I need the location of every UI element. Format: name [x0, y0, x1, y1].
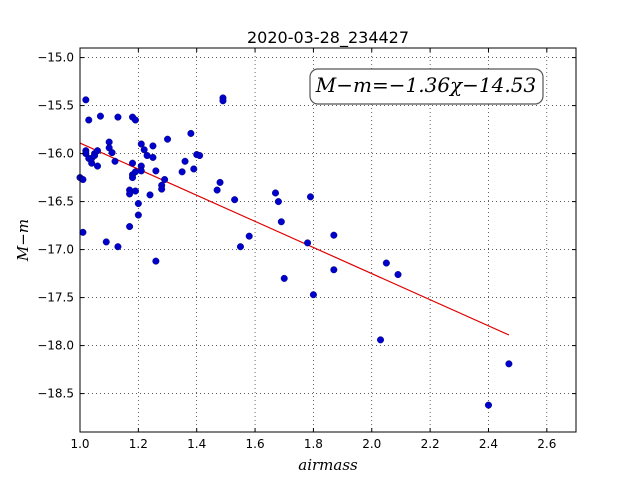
grid-lines [79, 48, 576, 432]
y-axis-label: M−m [14, 219, 32, 262]
data-point [161, 176, 169, 184]
data-point [149, 153, 157, 161]
data-point [129, 159, 137, 167]
data-point [181, 157, 189, 165]
plot-area [80, 48, 576, 432]
data-point [164, 135, 172, 143]
fit-line-group [79, 142, 510, 336]
x-tick-label: 2.0 [362, 437, 381, 451]
data-point [280, 274, 288, 282]
data-point [152, 167, 160, 175]
data-point [274, 198, 282, 206]
x-tick-label: 1.2 [129, 437, 148, 451]
data-point [236, 243, 244, 251]
y-tick-label: −17.0 [37, 243, 74, 257]
data-point [143, 152, 151, 160]
y-axis-ticks: −15.0 −15.5 −16.0 −16.5 −17.0 −17.5 −18.0 −18.5 [37, 51, 576, 401]
data-point [377, 336, 385, 344]
data-point [85, 116, 93, 124]
data-point [140, 146, 148, 154]
data-point [108, 149, 116, 157]
data-point [178, 168, 186, 176]
data-point [114, 113, 122, 121]
data-point [82, 96, 90, 104]
x-tick-label: 2.4 [479, 437, 498, 451]
x-tick-label: 1.4 [187, 437, 206, 451]
data-point [114, 243, 122, 251]
data-point [231, 196, 239, 204]
data-point [152, 257, 160, 265]
x-axis-label: airmass [298, 456, 358, 474]
y-tick-label: −18.0 [37, 339, 74, 353]
data-point [126, 223, 134, 231]
data-point [79, 176, 87, 184]
data-point [96, 112, 104, 120]
y-tick-label: −16.0 [37, 147, 74, 161]
data-points [76, 94, 513, 409]
y-tick-label: −15.5 [37, 99, 74, 113]
data-point [330, 231, 338, 239]
data-point [196, 152, 204, 160]
data-point [382, 259, 390, 267]
data-point [131, 116, 139, 124]
data-point [131, 187, 139, 195]
data-point [126, 190, 134, 198]
data-point [190, 165, 198, 173]
data-point [111, 157, 119, 165]
plot-frame [79, 47, 577, 433]
data-point [216, 178, 224, 186]
data-point [137, 140, 145, 148]
fit-line [79, 142, 510, 336]
data-point [149, 142, 157, 150]
data-point [306, 193, 314, 201]
data-point [245, 232, 253, 240]
data-point [129, 174, 137, 182]
data-point [271, 189, 279, 197]
data-point [505, 360, 513, 368]
data-point [94, 162, 102, 170]
x-tick-label: 2.2 [421, 437, 440, 451]
data-point [330, 266, 338, 274]
data-point [484, 401, 492, 409]
y-tick-label: −15.0 [37, 51, 74, 65]
y-tick-label: −17.5 [37, 291, 74, 305]
x-tick-label: 1.0 [70, 437, 89, 451]
data-point [213, 186, 221, 194]
data-point [102, 238, 110, 246]
data-point [309, 291, 317, 299]
data-point [219, 97, 227, 105]
x-axis-ticks: 1.0 1.2 1.4 1.6 1.8 2.0 2.2 2.4 2.6 [70, 48, 556, 451]
data-point [79, 228, 87, 236]
data-point [277, 218, 285, 226]
data-point [137, 167, 145, 175]
data-point [94, 147, 102, 155]
fit-equation-frame [309, 68, 544, 105]
x-tick-label: 2.6 [537, 437, 556, 451]
data-point [146, 191, 154, 199]
fit-equation-box: M−m=−1.36χ−14.53 [309, 68, 544, 105]
y-tick-label: −18.5 [37, 387, 74, 401]
x-tick-label: 1.8 [304, 437, 323, 451]
chart-title: 2020-03-28_234427 [247, 28, 409, 48]
data-point [158, 185, 166, 193]
x-tick-label: 1.6 [246, 437, 265, 451]
data-point [134, 200, 142, 208]
y-tick-label: −16.5 [37, 195, 74, 209]
data-point [304, 239, 312, 247]
data-point [394, 271, 402, 279]
data-point [187, 129, 195, 137]
data-point [131, 168, 139, 176]
data-point [134, 211, 142, 219]
fit-equation-text: M−m=−1.36χ−14.53 [315, 73, 536, 97]
